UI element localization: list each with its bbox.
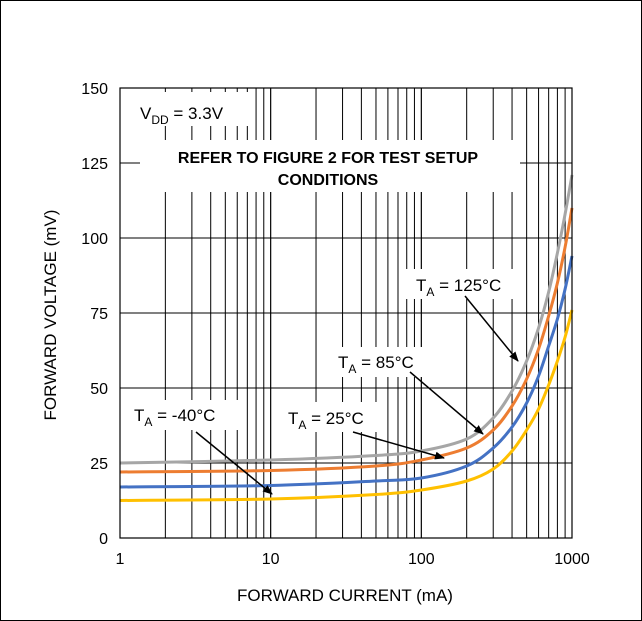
y-tick-label: 125 bbox=[81, 156, 108, 173]
arrow-neg40 bbox=[195, 431, 273, 495]
y-tick-label: 100 bbox=[81, 231, 108, 248]
note-line-2: CONDITIONS bbox=[278, 172, 379, 189]
note-line-1: REFER TO FIGURE 2 FOR TEST SETUP bbox=[178, 150, 479, 167]
plot-border bbox=[119, 87, 573, 539]
series-label-bg-125 bbox=[405, 269, 525, 299]
y-tick-label: 50 bbox=[90, 381, 108, 398]
note-bg bbox=[140, 140, 520, 192]
y-tick-label: 150 bbox=[81, 81, 108, 98]
series-label-25: TA = 25°C bbox=[288, 409, 364, 432]
series-label-bg-85 bbox=[329, 347, 433, 377]
y-tick-label: 25 bbox=[90, 456, 108, 473]
series-line-0 bbox=[119, 174, 574, 465]
x-tick-label: 10 bbox=[262, 551, 280, 568]
tick-labels: 1 10 100 1000 0 25 50 75 100 125 150 bbox=[81, 81, 590, 568]
arrow-125 bbox=[464, 295, 519, 362]
x-axis-label: FORWARD CURRENT (mA) bbox=[237, 586, 453, 605]
series-layer bbox=[119, 174, 574, 502]
x-tick-label: 1 bbox=[116, 551, 125, 568]
x-tick-label: 1000 bbox=[554, 551, 590, 568]
x-tick-label: 100 bbox=[408, 551, 435, 568]
y-tick-label: 75 bbox=[90, 306, 108, 323]
series-label-neg40: TA = -40°C bbox=[134, 406, 215, 429]
y-axis-label: FORWARD VOLTAGE (mV) bbox=[41, 210, 60, 421]
y-tick-label: 0 bbox=[99, 531, 108, 548]
arrow-25 bbox=[352, 431, 445, 460]
series-label-bg-neg40 bbox=[124, 400, 246, 430]
series-label-125: TA = 125°C bbox=[416, 276, 501, 299]
series-label-bg-25 bbox=[277, 402, 379, 432]
arrow-85 bbox=[409, 371, 484, 435]
series-line-2 bbox=[119, 255, 574, 489]
condition-bg bbox=[128, 92, 252, 126]
series-label-85: TA = 85°C bbox=[338, 353, 414, 376]
series-line-1 bbox=[119, 207, 574, 474]
condition-label: VDD = 3.3V bbox=[140, 104, 224, 127]
series-line-3 bbox=[119, 309, 574, 502]
